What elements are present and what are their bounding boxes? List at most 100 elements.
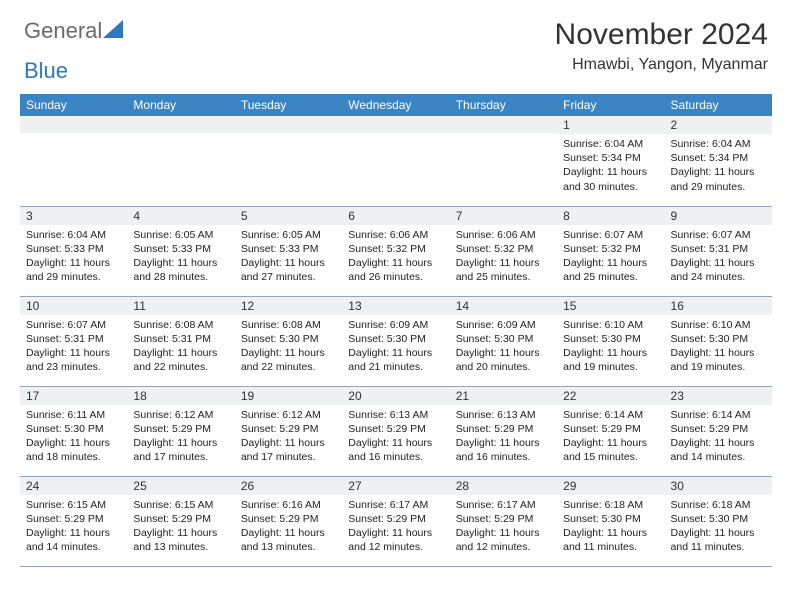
calendar-cell-empty [235, 116, 342, 206]
calendar-cell: 24Sunrise: 6:15 AMSunset: 5:29 PMDayligh… [20, 476, 127, 566]
calendar-row: 10Sunrise: 6:07 AMSunset: 5:31 PMDayligh… [20, 296, 772, 386]
day-number: 20 [342, 387, 449, 405]
day-number: 19 [235, 387, 342, 405]
page-title: November 2024 [555, 18, 768, 52]
weekday-header: Wednesday [342, 94, 449, 116]
calendar-cell: 4Sunrise: 6:05 AMSunset: 5:33 PMDaylight… [127, 206, 234, 296]
day-details: Sunrise: 6:09 AMSunset: 5:30 PMDaylight:… [342, 315, 449, 381]
calendar-cell: 25Sunrise: 6:15 AMSunset: 5:29 PMDayligh… [127, 476, 234, 566]
day-details: Sunrise: 6:08 AMSunset: 5:30 PMDaylight:… [235, 315, 342, 381]
calendar-cell: 22Sunrise: 6:14 AMSunset: 5:29 PMDayligh… [557, 386, 664, 476]
calendar-cell: 28Sunrise: 6:17 AMSunset: 5:29 PMDayligh… [450, 476, 557, 566]
day-number: 28 [450, 477, 557, 495]
day-details: Sunrise: 6:04 AMSunset: 5:33 PMDaylight:… [20, 225, 127, 291]
calendar-cell: 16Sunrise: 6:10 AMSunset: 5:30 PMDayligh… [665, 296, 772, 386]
calendar-cell-empty [20, 116, 127, 206]
calendar-cell-empty [342, 116, 449, 206]
day-number: 16 [665, 297, 772, 315]
day-details: Sunrise: 6:07 AMSunset: 5:32 PMDaylight:… [557, 225, 664, 291]
logo: General [24, 18, 125, 44]
calendar-cell: 14Sunrise: 6:09 AMSunset: 5:30 PMDayligh… [450, 296, 557, 386]
calendar-cell: 21Sunrise: 6:13 AMSunset: 5:29 PMDayligh… [450, 386, 557, 476]
calendar-cell: 6Sunrise: 6:06 AMSunset: 5:32 PMDaylight… [342, 206, 449, 296]
day-number: 27 [342, 477, 449, 495]
calendar-row: 17Sunrise: 6:11 AMSunset: 5:30 PMDayligh… [20, 386, 772, 476]
day-number: 30 [665, 477, 772, 495]
calendar-cell: 19Sunrise: 6:12 AMSunset: 5:29 PMDayligh… [235, 386, 342, 476]
calendar-cell-empty [127, 116, 234, 206]
weekday-header: Saturday [665, 94, 772, 116]
day-number: 26 [235, 477, 342, 495]
day-details: Sunrise: 6:17 AMSunset: 5:29 PMDaylight:… [342, 495, 449, 561]
day-number: 1 [557, 116, 664, 134]
day-details: Sunrise: 6:10 AMSunset: 5:30 PMDaylight:… [665, 315, 772, 381]
logo-triangle-icon [103, 18, 123, 44]
calendar-cell: 17Sunrise: 6:11 AMSunset: 5:30 PMDayligh… [20, 386, 127, 476]
calendar-row: 3Sunrise: 6:04 AMSunset: 5:33 PMDaylight… [20, 206, 772, 296]
day-details: Sunrise: 6:04 AMSunset: 5:34 PMDaylight:… [557, 134, 664, 200]
day-number: 14 [450, 297, 557, 315]
calendar-cell: 13Sunrise: 6:09 AMSunset: 5:30 PMDayligh… [342, 296, 449, 386]
day-details: Sunrise: 6:08 AMSunset: 5:31 PMDaylight:… [127, 315, 234, 381]
day-details: Sunrise: 6:13 AMSunset: 5:29 PMDaylight:… [342, 405, 449, 471]
calendar-cell: 7Sunrise: 6:06 AMSunset: 5:32 PMDaylight… [450, 206, 557, 296]
weekday-header: Monday [127, 94, 234, 116]
day-details: Sunrise: 6:18 AMSunset: 5:30 PMDaylight:… [557, 495, 664, 561]
day-number: 25 [127, 477, 234, 495]
calendar-cell: 5Sunrise: 6:05 AMSunset: 5:33 PMDaylight… [235, 206, 342, 296]
logo-text-2: Blue [24, 58, 68, 83]
calendar-table: SundayMondayTuesdayWednesdayThursdayFrid… [20, 94, 772, 567]
calendar-cell-empty [450, 116, 557, 206]
day-number: 5 [235, 207, 342, 225]
calendar-cell: 15Sunrise: 6:10 AMSunset: 5:30 PMDayligh… [557, 296, 664, 386]
day-number: 11 [127, 297, 234, 315]
day-number: 18 [127, 387, 234, 405]
day-number: 21 [450, 387, 557, 405]
day-number: 7 [450, 207, 557, 225]
day-details: Sunrise: 6:06 AMSunset: 5:32 PMDaylight:… [450, 225, 557, 291]
day-details: Sunrise: 6:18 AMSunset: 5:30 PMDaylight:… [665, 495, 772, 561]
day-number: 15 [557, 297, 664, 315]
calendar-cell: 9Sunrise: 6:07 AMSunset: 5:31 PMDaylight… [665, 206, 772, 296]
day-number [235, 116, 342, 133]
day-details: Sunrise: 6:11 AMSunset: 5:30 PMDaylight:… [20, 405, 127, 471]
calendar-cell: 23Sunrise: 6:14 AMSunset: 5:29 PMDayligh… [665, 386, 772, 476]
day-details: Sunrise: 6:06 AMSunset: 5:32 PMDaylight:… [342, 225, 449, 291]
calendar-cell: 18Sunrise: 6:12 AMSunset: 5:29 PMDayligh… [127, 386, 234, 476]
day-number [450, 116, 557, 133]
day-details: Sunrise: 6:13 AMSunset: 5:29 PMDaylight:… [450, 405, 557, 471]
day-number [342, 116, 449, 133]
calendar-cell: 29Sunrise: 6:18 AMSunset: 5:30 PMDayligh… [557, 476, 664, 566]
day-number: 3 [20, 207, 127, 225]
day-details: Sunrise: 6:05 AMSunset: 5:33 PMDaylight:… [127, 225, 234, 291]
day-number: 22 [557, 387, 664, 405]
day-number: 13 [342, 297, 449, 315]
weekday-row: SundayMondayTuesdayWednesdayThursdayFrid… [20, 94, 772, 116]
calendar-cell: 1Sunrise: 6:04 AMSunset: 5:34 PMDaylight… [557, 116, 664, 206]
day-details: Sunrise: 6:15 AMSunset: 5:29 PMDaylight:… [127, 495, 234, 561]
calendar-cell: 2Sunrise: 6:04 AMSunset: 5:34 PMDaylight… [665, 116, 772, 206]
calendar-cell: 8Sunrise: 6:07 AMSunset: 5:32 PMDaylight… [557, 206, 664, 296]
day-details: Sunrise: 6:04 AMSunset: 5:34 PMDaylight:… [665, 134, 772, 200]
day-details: Sunrise: 6:17 AMSunset: 5:29 PMDaylight:… [450, 495, 557, 561]
day-details: Sunrise: 6:12 AMSunset: 5:29 PMDaylight:… [127, 405, 234, 471]
day-number [20, 116, 127, 133]
day-number [127, 116, 234, 133]
calendar-cell: 10Sunrise: 6:07 AMSunset: 5:31 PMDayligh… [20, 296, 127, 386]
location: Hmawbi, Yangon, Myanmar [555, 56, 768, 74]
day-number: 9 [665, 207, 772, 225]
day-details: Sunrise: 6:15 AMSunset: 5:29 PMDaylight:… [20, 495, 127, 561]
weekday-header: Thursday [450, 94, 557, 116]
day-number: 8 [557, 207, 664, 225]
day-details: Sunrise: 6:10 AMSunset: 5:30 PMDaylight:… [557, 315, 664, 381]
logo-text-1: General [24, 18, 102, 44]
day-number: 4 [127, 207, 234, 225]
calendar-row: 24Sunrise: 6:15 AMSunset: 5:29 PMDayligh… [20, 476, 772, 566]
calendar-cell: 20Sunrise: 6:13 AMSunset: 5:29 PMDayligh… [342, 386, 449, 476]
day-number: 2 [665, 116, 772, 134]
day-number: 24 [20, 477, 127, 495]
weekday-header: Friday [557, 94, 664, 116]
day-details: Sunrise: 6:16 AMSunset: 5:29 PMDaylight:… [235, 495, 342, 561]
day-number: 17 [20, 387, 127, 405]
day-number: 6 [342, 207, 449, 225]
